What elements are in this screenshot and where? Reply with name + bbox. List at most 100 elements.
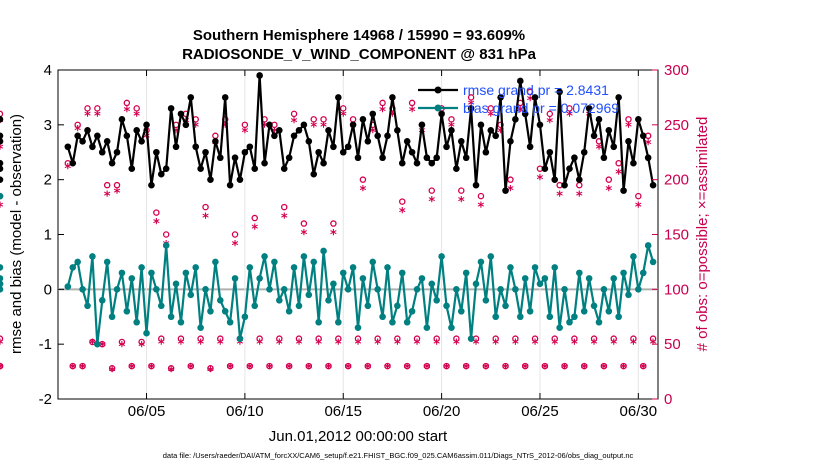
- bias-point: [300, 253, 308, 260]
- obs-possible-marker: [458, 187, 465, 194]
- obs-assimilated-marker: *: [537, 173, 544, 188]
- rmse-point: [271, 132, 278, 140]
- rmse-point: [212, 137, 219, 145]
- obs-assimilated-marker: *: [232, 239, 239, 254]
- rmse-point: [103, 137, 111, 145]
- obs-possible-marker: [330, 220, 337, 227]
- rmse-point: [379, 154, 386, 162]
- obs-possible-marker: [231, 231, 239, 238]
- bias-point: [128, 275, 136, 282]
- obs-possible-marker: [285, 362, 293, 370]
- obs-possible-marker: [620, 362, 627, 370]
- rmse-point: [438, 110, 445, 118]
- obs-assimilated-marker: *: [399, 206, 406, 221]
- rmse-point: [635, 116, 642, 123]
- rmse-point: [236, 176, 244, 183]
- rmse-point: [521, 110, 529, 118]
- obs-assimilated-marker: *: [94, 110, 101, 125]
- obs-assimilated-marker: *: [153, 217, 160, 232]
- obs-possible-marker: [339, 105, 347, 112]
- obs-assimilated-marker: *: [330, 228, 337, 243]
- bias-point: [69, 264, 77, 271]
- rmse-point: [207, 176, 214, 183]
- rmse-point: [231, 154, 239, 162]
- obs-assimilated-marker: *: [566, 110, 573, 125]
- obs-possible-marker: [507, 176, 514, 183]
- obs-assimilated-marker: *: [64, 162, 71, 177]
- obs-possible-marker: [561, 362, 568, 370]
- bias-point: [516, 313, 524, 321]
- bias-point: [398, 269, 406, 277]
- obs-assimilated-marker: *: [650, 338, 657, 353]
- obs-possible-marker: [487, 105, 495, 112]
- obs-assimilated-marker: *: [266, 362, 273, 377]
- rmse-point: [300, 121, 308, 129]
- bias-point: [94, 340, 101, 348]
- y-left-tick-label: -2: [39, 391, 52, 408]
- rmse-point: [339, 148, 347, 156]
- bias-point: [133, 318, 140, 326]
- bias-point: [271, 258, 278, 266]
- obs-assimilated-marker: *: [419, 126, 426, 141]
- obs-possible-marker: [551, 335, 558, 342]
- bias-point: [320, 247, 327, 255]
- bias-point: [369, 258, 377, 266]
- rmse-point: [113, 148, 121, 156]
- obs-assimilated-marker: *: [251, 223, 258, 238]
- obs-assimilated-marker: *: [635, 201, 642, 216]
- obs-assimilated-marker: *: [310, 121, 317, 136]
- rmse-point: [467, 105, 475, 112]
- rmse-point: [69, 159, 77, 167]
- obs-assimilated-marker: *: [640, 362, 647, 377]
- obs-possible-marker: [423, 362, 431, 370]
- obs-possible-marker: [502, 362, 509, 370]
- rmse-point: [276, 127, 283, 134]
- bias-point: [261, 253, 268, 260]
- rmse-point: [0, 165, 4, 172]
- bias-point: [467, 335, 475, 342]
- obs-assimilated-marker: *: [192, 121, 199, 136]
- legend-bias-marker: [434, 104, 442, 112]
- rmse-point: [620, 187, 627, 194]
- rmse-point: [172, 143, 180, 151]
- rmse-point: [344, 143, 352, 151]
- obs-assimilated-marker: *: [645, 138, 652, 153]
- y-right-tick-label: 300: [664, 62, 689, 79]
- obs-possible-marker: [384, 362, 391, 370]
- bias-point: [482, 297, 490, 304]
- obs-possible-marker: [566, 105, 573, 112]
- obs-assimilated-marker: *: [138, 340, 145, 355]
- obs-possible-marker: [158, 335, 165, 342]
- obs-assimilated-marker: *: [463, 362, 470, 377]
- bias-point: [512, 286, 519, 293]
- obs-possible-marker: [364, 362, 372, 370]
- obs-possible-marker: [148, 362, 155, 370]
- obs-possible-marker: [605, 176, 613, 183]
- bias-point: [600, 286, 608, 293]
- rmse-point: [108, 159, 116, 167]
- obs-possible-marker: [325, 362, 332, 370]
- obs-assimilated-marker: *: [178, 338, 185, 353]
- obs-assimilated-marker: *: [610, 338, 617, 353]
- obs-assimilated-marker: *: [473, 338, 480, 353]
- obs-assimilated-marker: *: [89, 338, 96, 353]
- obs-possible-marker: [300, 220, 308, 227]
- obs-possible-marker: [251, 214, 258, 222]
- obs-possible-marker: [320, 116, 327, 123]
- y-right-tick-label: 0: [664, 391, 672, 408]
- bias-point: [0, 192, 4, 200]
- obs-assimilated-marker: *: [630, 338, 637, 353]
- rmse-point: [0, 137, 4, 145]
- rmse-point: [403, 137, 411, 145]
- rmse-point: [369, 110, 377, 118]
- rmse-point: [349, 121, 357, 129]
- obs-assimilated-marker: *: [237, 338, 244, 353]
- y-left-tick-label: 2: [44, 172, 52, 189]
- obs-assimilated-marker: *: [428, 195, 435, 210]
- bias-point: [571, 313, 578, 321]
- bias-point: [251, 302, 259, 310]
- rmse-point: [610, 143, 618, 151]
- rmse-point: [423, 154, 431, 162]
- rmse-point: [192, 143, 200, 151]
- obs-assimilated-marker: *: [507, 184, 514, 199]
